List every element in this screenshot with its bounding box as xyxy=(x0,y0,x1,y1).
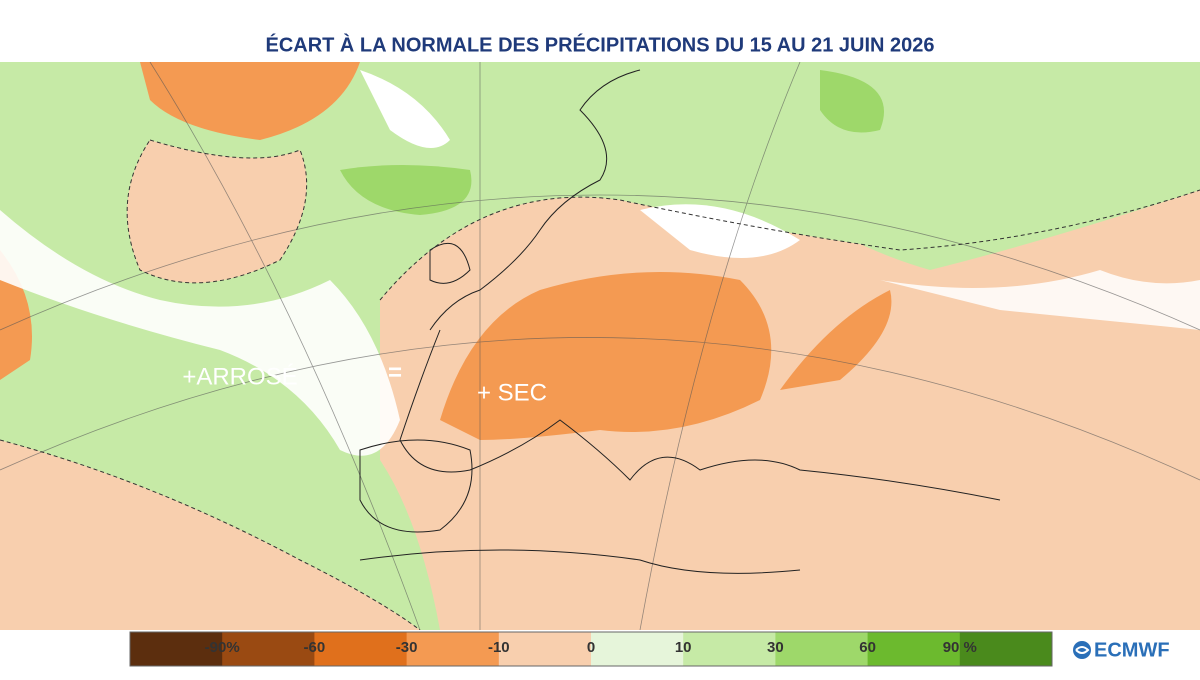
legend-label: -10 xyxy=(488,639,510,656)
legend-label: -30 xyxy=(396,639,418,656)
map xyxy=(0,62,1200,630)
annotation: + SEC xyxy=(477,379,547,406)
legend-swatch xyxy=(683,632,776,666)
title: ÉCART À LA NORMALE DES PRÉCIPITATIONS DU… xyxy=(265,33,934,56)
legend-frame xyxy=(129,631,1053,667)
legend-swatch xyxy=(775,632,869,666)
legend: -90% -60 -30 -10 0 10 30 60 90 % xyxy=(129,631,1053,667)
annotation: = xyxy=(388,359,402,386)
legend-label: 0 xyxy=(587,639,595,656)
annotation: +ARROSÉ xyxy=(182,363,297,390)
legend-label: 60 xyxy=(859,639,876,656)
logo: ECMWF xyxy=(1073,639,1170,661)
legend-label: -90% xyxy=(205,639,240,656)
legend-swatch xyxy=(314,632,408,666)
legend-swatch xyxy=(591,632,684,666)
legend-swatch xyxy=(406,632,500,666)
legend-label: 90 % xyxy=(943,639,977,656)
legend-swatch xyxy=(222,632,315,666)
logo-text: ECMWF xyxy=(1094,639,1170,661)
legend-swatch xyxy=(498,632,592,666)
legend-label: 30 xyxy=(767,639,784,656)
legend-label: 10 xyxy=(675,639,692,656)
legend-swatch xyxy=(867,632,961,666)
legend-swatch xyxy=(130,632,223,666)
legend-swatch xyxy=(959,632,1053,666)
legend-label: -60 xyxy=(304,639,326,656)
